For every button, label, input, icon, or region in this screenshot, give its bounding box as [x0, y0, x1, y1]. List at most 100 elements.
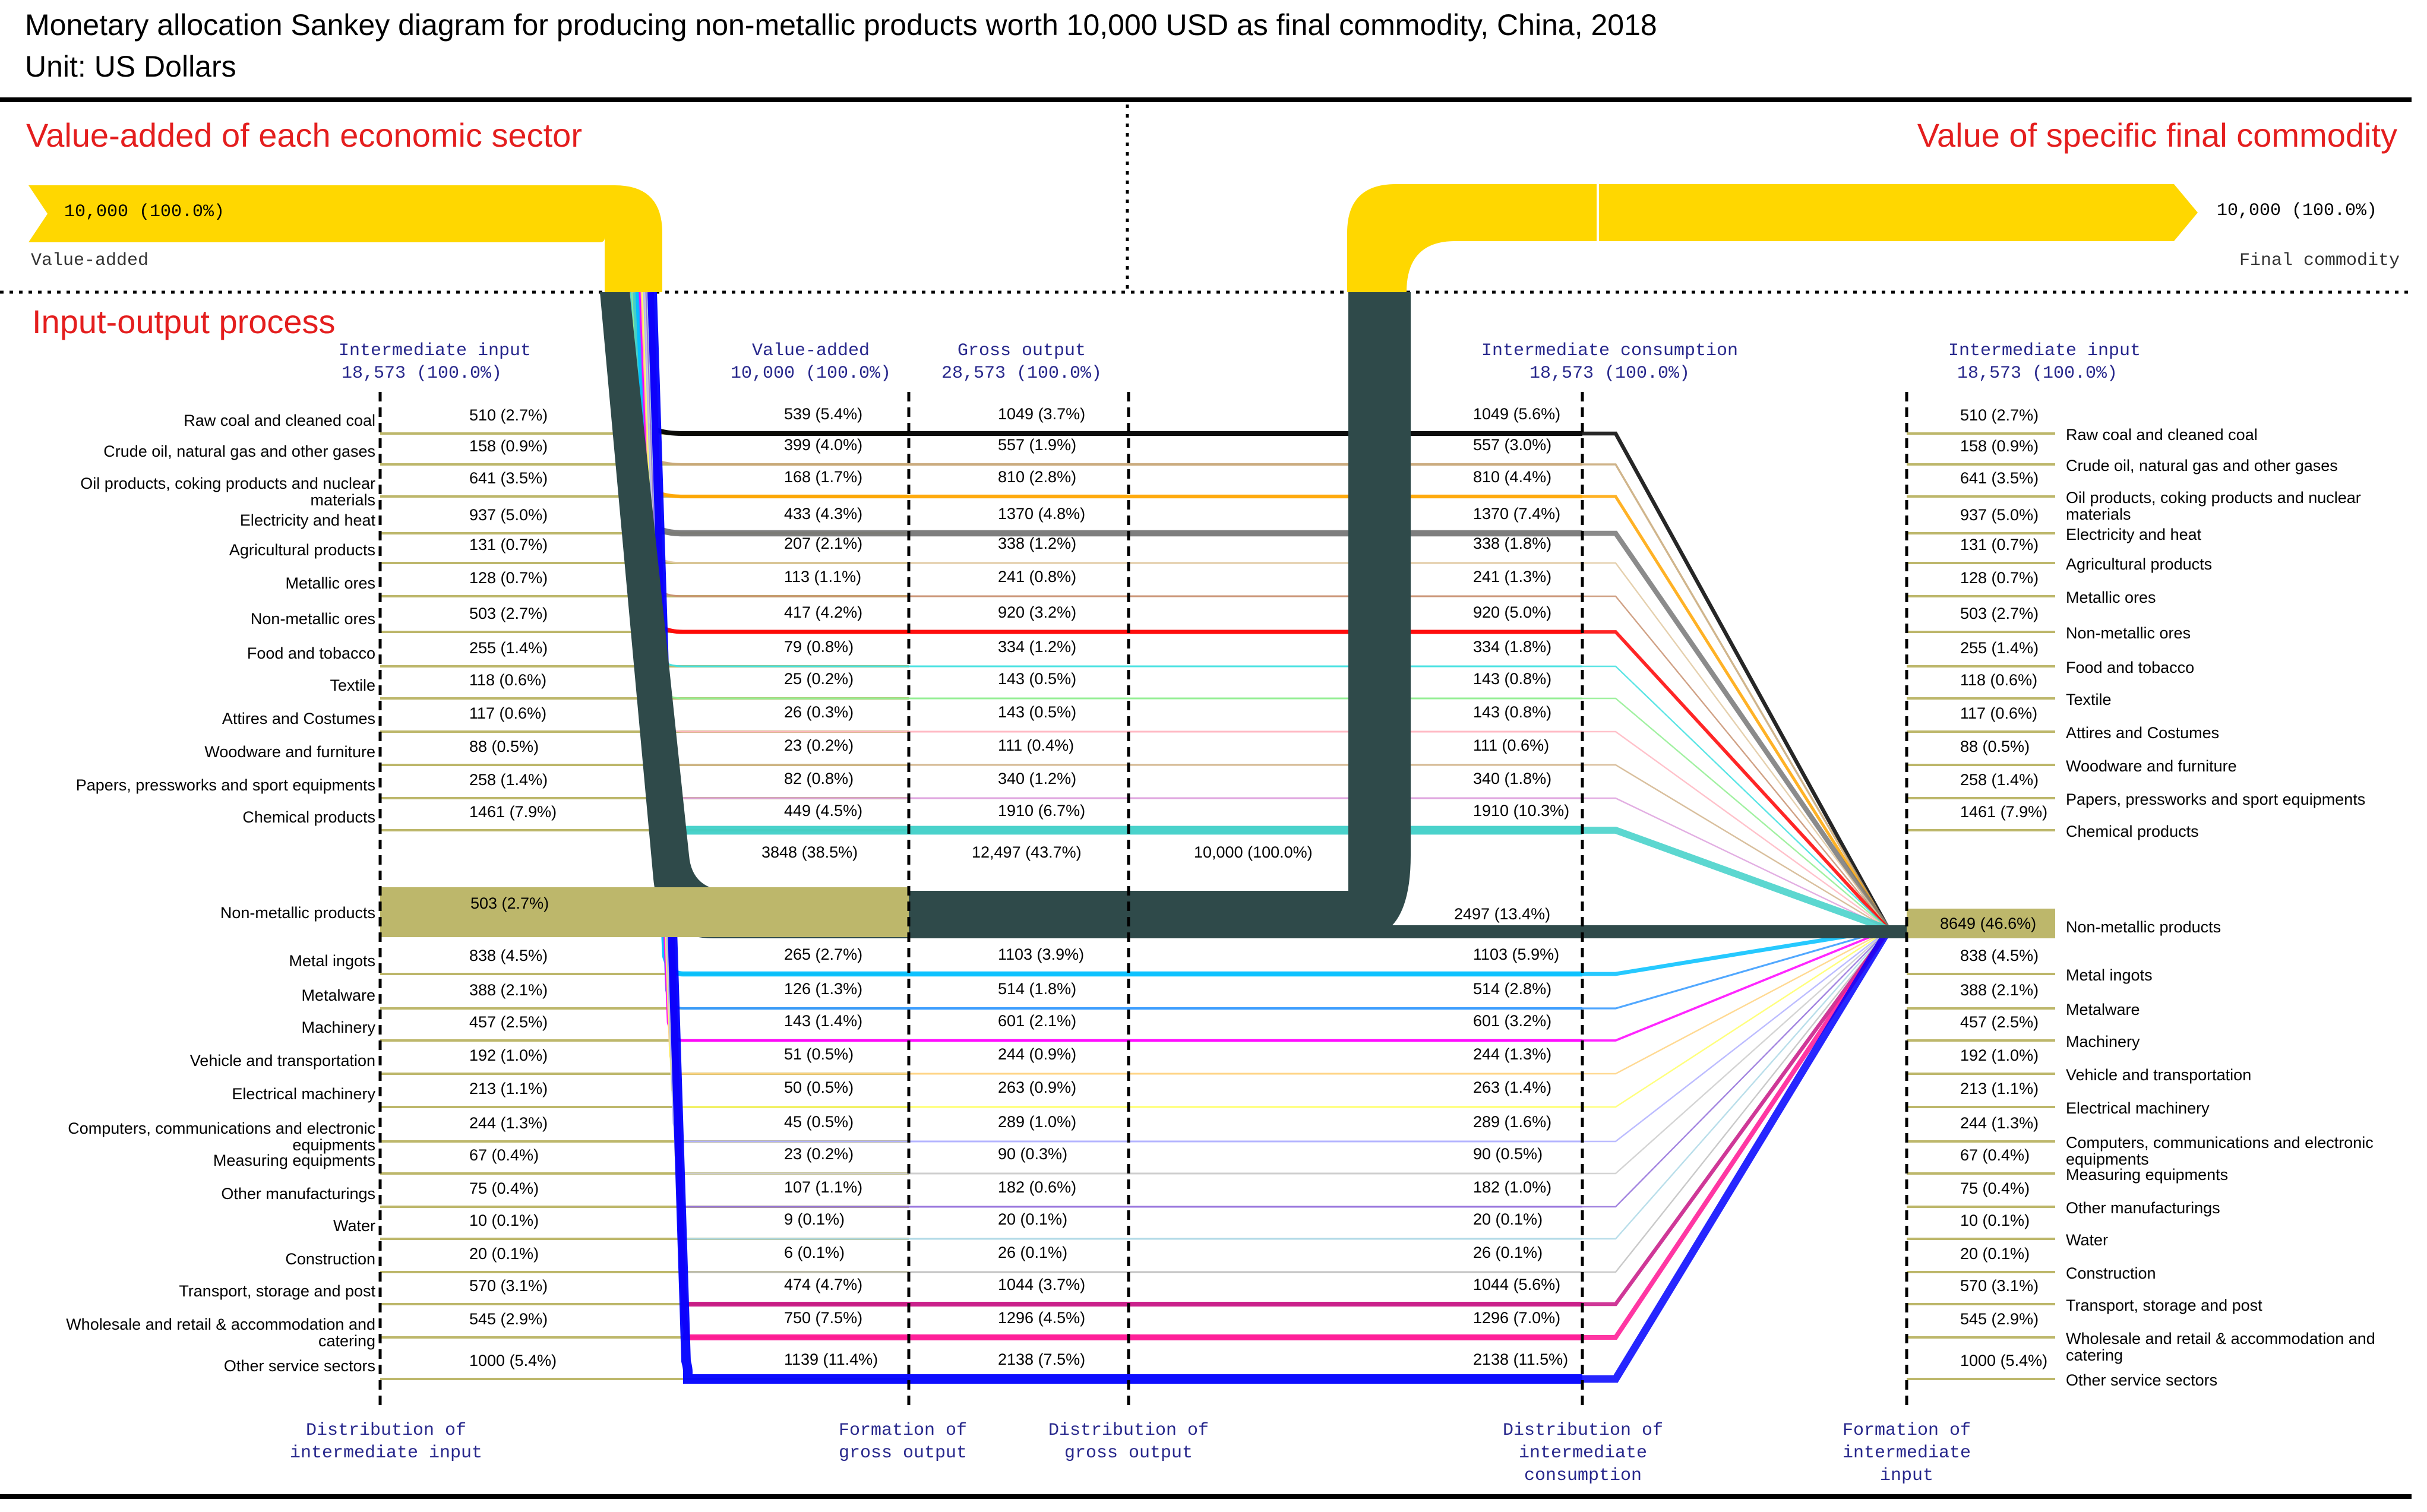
value-added-value: 207 (2.1%)	[784, 534, 863, 552]
sector-label-left: Food and tobacco	[247, 644, 375, 662]
intermediate-input-right-value: 258 (1.4%)	[1960, 771, 2039, 789]
sector-label-right: Metal ingots	[2066, 966, 2153, 984]
nonmetal-final: 10,000 (100.0%)	[1194, 843, 1313, 861]
intermediate-consumption-value: 143 (0.8%)	[1473, 670, 1552, 688]
intermediate-input-right-value: 457 (2.5%)	[1960, 1013, 2039, 1031]
intermediate-consumption-value: 1103 (5.9%)	[1473, 945, 1560, 963]
nonmetal-dark-flow-center	[909, 891, 1129, 938]
intermediate-input-right-value: 158 (0.9%)	[1960, 437, 2039, 455]
intermediate-input-right-value: 570 (3.1%)	[1960, 1277, 2039, 1295]
sector-label-left: Water	[333, 1217, 375, 1235]
intermediate-consumption-value: 340 (1.8%)	[1473, 770, 1552, 787]
gross-output-value: 557 (1.9%)	[998, 436, 1077, 454]
chart-unit: Unit: US Dollars	[25, 50, 236, 83]
footer-distribution-intermediate-consumption: Distribution of intermediate consumption	[1502, 1421, 1664, 1486]
sector-label-right: Construction	[2066, 1264, 2156, 1282]
intermediate-input-right-value: 213 (1.1%)	[1960, 1080, 2039, 1097]
intermediate-input-right-value: 67 (0.4%)	[1960, 1146, 2030, 1164]
intermediate-input-right-value: 545 (2.9%)	[1960, 1310, 2039, 1328]
sector-label-left: Agricultural products	[229, 541, 375, 559]
fan-24	[1582, 927, 1907, 1340]
value-added-value: 23 (0.2%)	[784, 736, 854, 754]
intermediate-consumption-value: 263 (1.4%)	[1473, 1078, 1552, 1096]
intermediate-consumption-value: 1370 (7.4%)	[1473, 505, 1561, 523]
intermediate-input-value: 67 (0.4%)	[469, 1146, 539, 1164]
intermediate-consumption-value: 244 (1.3%)	[1473, 1045, 1552, 1063]
intermediate-input-right-value: 503 (2.7%)	[1960, 605, 2039, 622]
intermediate-input-value: 1461 (7.9%)	[469, 803, 557, 821]
value-added-value: 23 (0.2%)	[784, 1145, 854, 1163]
final-commodity-yellow-band	[1347, 184, 2198, 292]
intermediate-input-right-value: 88 (0.5%)	[1960, 738, 2030, 755]
flow-4	[626, 292, 1582, 564]
value-added-value: 433 (4.3%)	[784, 505, 863, 523]
nonmetal-dark-flow-left	[600, 292, 909, 938]
gross-output-value: 182 (0.6%)	[998, 1178, 1077, 1196]
intermediate-input-value: 503 (2.7%)	[469, 605, 548, 622]
top-right-label: Final commodity	[2239, 251, 2400, 271]
sector-label-right: Agricultural products	[2066, 555, 2213, 573]
sector-label-right: Vehicle and transportation	[2066, 1066, 2252, 1084]
sector-label-left: Papers, pressworks and sport equipments	[75, 776, 375, 794]
gross-output-value: 1910 (6.7%)	[998, 802, 1086, 820]
intermediate-consumption-value: 557 (3.0%)	[1473, 436, 1552, 454]
gross-output-value: 1044 (3.7%)	[998, 1276, 1086, 1293]
intermediate-consumption-value: 810 (4.4%)	[1473, 468, 1552, 486]
sector-label-nonmetal: Non-metallic products	[220, 904, 375, 922]
sector-label-right: Computers, communications and electronic…	[2066, 1134, 2374, 1168]
sector-label-left: Construction	[285, 1250, 375, 1268]
fan-19	[1582, 928, 1907, 1175]
sector-label-left: Computers, communications and electronic…	[68, 1119, 375, 1154]
value-added-value: 399 (4.0%)	[784, 436, 863, 454]
value-added-value: 9 (0.1%)	[784, 1210, 845, 1228]
header-intermediate-consumption: Intermediate consumption 18,573 (100.0%)	[1481, 341, 1739, 384]
sector-label-left: Wholesale and retail & accommodation and…	[66, 1315, 375, 1350]
intermediate-input-right-value: 128 (0.7%)	[1960, 569, 2039, 587]
gross-output-value: 263 (0.9%)	[998, 1078, 1077, 1096]
value-added-value: 539 (5.4%)	[784, 405, 863, 423]
sector-label-right: Non-metallic ores	[2066, 624, 2191, 642]
intermediate-consumption-value: 920 (5.0%)	[1473, 603, 1552, 621]
sector-label-nonmetal-right: Non-metallic products	[2066, 918, 2221, 936]
sector-label-left: Measuring equipments	[213, 1152, 375, 1169]
gross-output-value: 340 (1.2%)	[998, 770, 1077, 787]
sector-label-left: Oil products, coking products and nuclea…	[80, 475, 375, 509]
value-added-value: 82 (0.8%)	[784, 770, 854, 787]
sector-label-right: Electricity and heat	[2066, 526, 2202, 543]
sector-label-left: Machinery	[301, 1018, 375, 1036]
sector-label-right: Wholesale and retail & accommodation and…	[2066, 1330, 2375, 1364]
sector-label-left: Electricity and heat	[239, 511, 375, 529]
sector-label-right: Food and tobacco	[2066, 659, 2195, 676]
intermediate-consumption-value: 2138 (11.5%)	[1473, 1350, 1569, 1368]
nonmetal-consumption: 2497 (13.4%)	[1454, 905, 1551, 923]
sector-label-left: Metalware	[301, 986, 375, 1004]
gross-output-value: 334 (1.2%)	[998, 638, 1077, 656]
nonmetal-dark-flow-right	[1129, 292, 1411, 938]
gross-output-value: 1296 (4.5%)	[998, 1309, 1086, 1327]
sector-label-left: Woodware and furniture	[204, 743, 375, 761]
nonmetal-consumption-bar	[1129, 925, 1907, 938]
gross-output-value: 143 (0.5%)	[998, 703, 1077, 721]
sector-label-left: Transport, storage and post	[179, 1282, 375, 1300]
sector-label-left: Chemical products	[242, 808, 375, 826]
value-added-value: 107 (1.1%)	[784, 1178, 863, 1196]
gross-output-value: 1103 (3.9%)	[998, 945, 1085, 963]
intermediate-input-value: 388 (2.1%)	[469, 981, 548, 999]
gross-output-value: 26 (0.1%)	[998, 1244, 1068, 1261]
intermediate-input-value: 838 (4.5%)	[469, 947, 548, 964]
sector-label-right: Other service sectors	[2066, 1371, 2218, 1389]
intermediate-consumption-value: 26 (0.1%)	[1473, 1244, 1543, 1261]
intermediate-input-value: 937 (5.0%)	[469, 506, 548, 524]
gross-output-value: 289 (1.0%)	[998, 1113, 1077, 1131]
gross-output-value: 514 (1.8%)	[998, 980, 1077, 998]
gross-output-value: 810 (2.8%)	[998, 468, 1077, 486]
intermediate-consumption-value: 1910 (10.3%)	[1473, 802, 1570, 820]
sector-label-right: Transport, storage and post	[2066, 1296, 2262, 1314]
gross-output-value: 111 (0.4%)	[998, 736, 1075, 754]
intermediate-input-value: 117 (0.6%)	[469, 704, 547, 722]
sector-label-right: Electrical machinery	[2066, 1099, 2210, 1117]
intermediate-input-value: 545 (2.9%)	[469, 1310, 548, 1328]
sector-label-right: Machinery	[2066, 1033, 2140, 1051]
intermediate-consumption-value: 334 (1.8%)	[1473, 638, 1552, 656]
